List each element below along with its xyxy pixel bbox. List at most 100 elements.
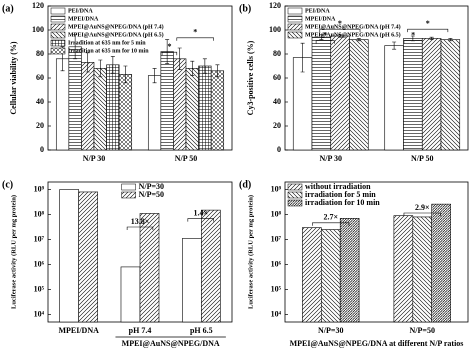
error-bar [152, 68, 157, 84]
bar [93, 68, 107, 151]
annotation: 2.9× [415, 203, 430, 212]
y-tick-label: 60 [273, 73, 281, 82]
bar [120, 266, 141, 323]
legend-swatch [287, 191, 303, 199]
error-bar [429, 36, 434, 40]
error-bar [98, 59, 103, 78]
bar [182, 238, 202, 323]
legend-swatch [50, 15, 66, 23]
legend-swatch [50, 39, 66, 47]
annotation-bracket [126, 226, 154, 230]
x-tick-label: pH 7.4 [129, 326, 152, 335]
bar [393, 215, 414, 323]
error-bar [448, 38, 453, 42]
legend-label: without irradiation [305, 182, 371, 191]
legend-label: MPEI@AuNS@NPEG/DNA (pH 7.4) [305, 23, 401, 30]
y-tick-label: 100 [32, 25, 44, 34]
error-bar [123, 65, 128, 84]
bar [320, 229, 341, 323]
panel-label: (d) [239, 179, 251, 190]
error-bar [177, 47, 182, 70]
legend-label: N/P=30 [139, 182, 164, 191]
y-tick-label: 10⁹ [271, 184, 282, 193]
error-bar [319, 34, 324, 40]
bar [384, 45, 404, 151]
bar [68, 46, 82, 151]
bar [412, 216, 433, 323]
bar [339, 218, 360, 323]
x-axis-label: MPEI@AuNS@NPEG/DNA at different N/P rati… [290, 339, 464, 348]
y-axis-label: Luciferase activity (RLU per mg protein) [10, 195, 17, 309]
error-bar [338, 34, 343, 38]
legend-label: MPEI@AuNS@NPEG/DNA (pH 6.5) [305, 31, 401, 38]
bar [173, 58, 187, 151]
y-tick-label: 80 [36, 49, 44, 58]
annotation-bracket [315, 40, 335, 44]
bar [78, 191, 98, 323]
y-tick-label: 100 [269, 25, 281, 34]
bar [349, 39, 369, 151]
x-tick-label: N/P 50 [411, 154, 433, 163]
annotation: 13.8× [131, 217, 150, 226]
legend-label: MPEI@AuNS@NPEG/DNA (pH 7.4) [68, 23, 164, 30]
legend-swatch [50, 31, 66, 39]
y-tick-label: 10⁵ [34, 284, 45, 293]
x-tick-label: pH 6.5 [190, 326, 213, 335]
annotation: * [338, 19, 342, 28]
bar [147, 75, 162, 151]
bar [421, 38, 442, 151]
y-tick-label: 0 [40, 145, 44, 154]
error-bar [85, 52, 90, 73]
y-tick-label: 10⁴ [34, 309, 45, 318]
x-tick-label: MPEI/DNA [58, 326, 99, 335]
legend-swatch [121, 191, 136, 199]
legend-label: Irradition at 635 nm for 5 min [68, 40, 146, 46]
x-tick-label: N/P=50 [410, 326, 435, 335]
y-tick-label: 40 [36, 97, 44, 106]
legend-label: MPEI@AuNS@NPEG/DNA (pH 6.5) [68, 31, 164, 38]
error-bar [165, 39, 170, 64]
legend-label: MPEI/DNA [68, 16, 99, 22]
annotation-bracket [407, 28, 449, 33]
annotation-bracket [319, 28, 361, 33]
error-bar [356, 38, 361, 42]
y-tick-label: 20 [273, 121, 281, 130]
legend-swatch [121, 183, 136, 191]
error-bar [202, 58, 207, 74]
bar [198, 65, 212, 151]
y-tick-label: 10⁶ [34, 259, 45, 268]
annotation-bracket [187, 218, 214, 222]
x-tick-label: N/P 50 [175, 154, 197, 163]
annotation-bracket [161, 51, 178, 56]
legend-swatch [50, 23, 66, 31]
legend-swatch [287, 7, 303, 15]
error-bar [215, 64, 220, 78]
y-tick-label: 20 [36, 121, 44, 130]
y-axis-label: Cy3-positive cells (%) [246, 40, 255, 115]
legend-swatch [287, 199, 303, 207]
bar [201, 209, 221, 323]
legend-swatch [50, 7, 66, 15]
annotation-bracket [403, 212, 441, 216]
bar [431, 203, 451, 323]
annotation: * [193, 28, 197, 37]
x-tick-label: N/P=30 [318, 326, 343, 335]
annotation: * [167, 42, 171, 51]
legend-label: Irradition at 635 nm for 10 min [68, 48, 149, 54]
legend-label: PEI/DNA [305, 8, 330, 14]
y-tick-label: 40 [273, 97, 281, 106]
bar [330, 35, 350, 151]
bar [81, 62, 95, 151]
y-tick-label: 0 [277, 145, 281, 154]
bar [55, 58, 70, 151]
x-tick-label: N/P 30 [83, 154, 105, 163]
bar [311, 36, 332, 151]
error-bar [73, 34, 78, 60]
y-tick-label: 80 [273, 49, 281, 58]
y-tick-label: 10⁶ [271, 259, 282, 268]
y-tick-label: 120 [32, 1, 44, 10]
y-axis-label: Luciferase activity (RLU per mg protein) [247, 195, 254, 309]
group-label: MPEI@AuNS@NPEG/DNA [122, 339, 220, 348]
bar [302, 227, 322, 323]
legend-label: irradiation for 5 min [305, 190, 376, 199]
